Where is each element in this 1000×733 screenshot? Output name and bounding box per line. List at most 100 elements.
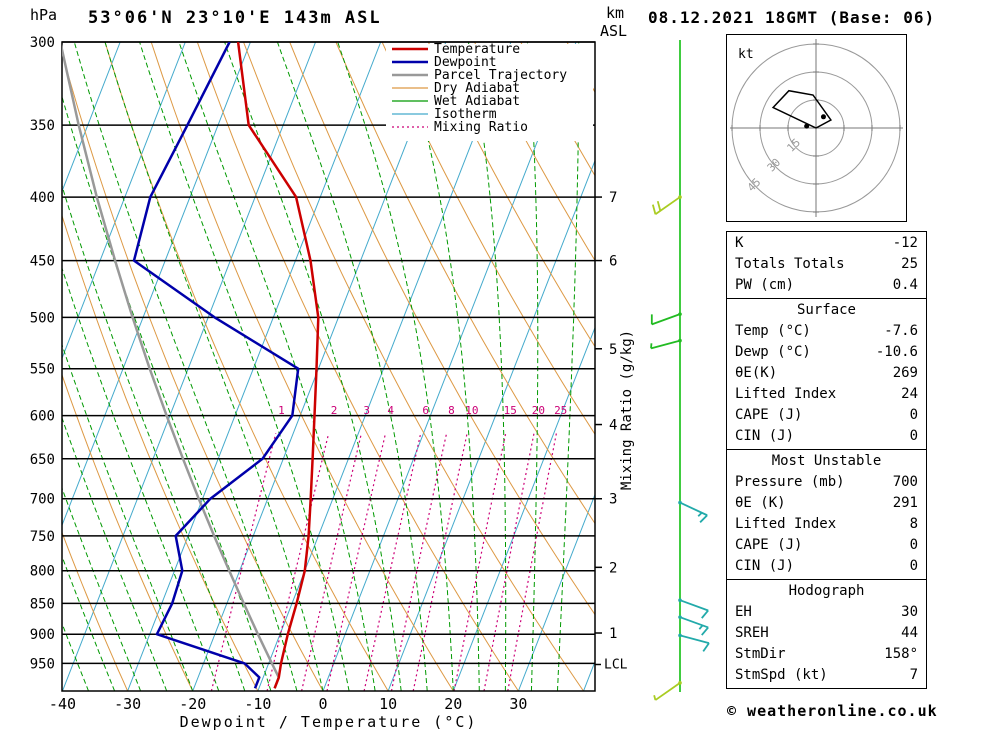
mixing-ratio-label: 3 <box>363 404 370 417</box>
pressure-tick-label: 350 <box>30 118 55 134</box>
stats-panel: Most Unstable Pressure (mb) 700 θE (K) 291 Li… <box>726 449 927 580</box>
stat-value: 8 <box>909 516 918 532</box>
panel-title: Surface <box>796 302 856 318</box>
stat-label: Dewp (°C) <box>735 344 811 360</box>
mixing-ratio-label: 15 <box>504 404 517 417</box>
temp-tick-label: -40 <box>49 695 76 713</box>
legend-label: Temperature <box>434 42 520 57</box>
stat-label: EH <box>735 604 752 620</box>
wind-barb <box>679 501 708 517</box>
wind-barb <box>679 634 710 645</box>
stat-value: 24 <box>901 386 918 402</box>
stat-row: Totals Totals 25 <box>727 254 926 275</box>
km-tick-label: 5 <box>609 342 617 358</box>
pressure-tick-label: 800 <box>30 564 55 580</box>
wind-barb <box>679 599 709 612</box>
hodograph-unit-label: kt <box>738 47 754 62</box>
stat-label: Pressure (mb) <box>735 474 845 490</box>
station-title: 53°06'N 23°10'E 143m ASL <box>88 8 382 28</box>
legend-label: Dry Adiabat <box>434 81 520 96</box>
km-tick-label: 4 <box>609 418 617 434</box>
stat-value: 44 <box>901 625 918 641</box>
mixing-ratio-label: 1 <box>278 404 285 417</box>
stat-label: CAPE (J) <box>735 407 803 423</box>
temp-tick-label: -20 <box>179 695 206 713</box>
stat-value: 700 <box>892 474 918 490</box>
stat-row: CIN (J) 0 <box>727 426 926 447</box>
stat-row: Lifted Index 24 <box>727 384 926 405</box>
stat-row: PW (cm) 0.4 <box>727 275 926 296</box>
mixing-ratio-label: 6 <box>422 404 429 417</box>
temp-tick-label: 20 <box>444 695 462 713</box>
stat-value: 25 <box>901 256 918 272</box>
km-tick-label: 1 <box>609 626 617 642</box>
parcel-trajectory-line <box>62 43 281 689</box>
stat-row: K -12 <box>727 233 926 254</box>
stat-label: CIN (J) <box>735 428 795 444</box>
stat-value: -10.6 <box>875 344 918 360</box>
mixing-ratio-label: 25 <box>554 404 567 417</box>
stat-value: 269 <box>892 365 918 381</box>
wind-barb <box>651 313 681 326</box>
pressure-tick-label: 950 <box>30 656 55 672</box>
pressure-tick-label: 400 <box>30 190 55 206</box>
right-panel: 15 30 45 kt K -12 Totals Totals 25 PW (cm) 0.4 Su… <box>725 0 1000 733</box>
pressure-tick-label: 900 <box>30 627 55 643</box>
stat-row: EH 30 <box>727 602 926 623</box>
pressure-unit-label: hPa <box>30 6 57 24</box>
stat-value: 0 <box>909 428 918 444</box>
stat-row: CIN (J) 0 <box>727 556 926 577</box>
stat-label: Temp (°C) <box>735 323 811 339</box>
wind-barb <box>650 339 681 350</box>
pressure-tick-label: 750 <box>30 529 55 545</box>
stat-label: SREH <box>735 625 769 641</box>
datetime-title: 08.12.2021 18GMT (Base: 06) <box>648 8 936 27</box>
km-tick-label: 2 <box>609 560 617 576</box>
mixing-ratio-label: 20 <box>532 404 545 417</box>
mixing-ratio-lines: 1 2 3 4 6 8 10 15 20 25 <box>210 404 567 691</box>
copyright: © weatheronline.co.uk <box>727 702 938 720</box>
temperature-line <box>236 42 320 689</box>
legend-label: Mixing Ratio <box>434 120 528 135</box>
pressure-tick-label: 850 <box>30 596 55 612</box>
stat-row: Dewp (°C) -10.6 <box>727 342 926 363</box>
stat-row: SREH 44 <box>727 623 926 644</box>
stats-panel: K -12 Totals Totals 25 PW (cm) 0.4 <box>726 231 927 299</box>
legend-label: Parcel Trajectory <box>434 68 567 83</box>
pressure-tick-label: 650 <box>30 452 55 468</box>
stat-row: StmDir 158° <box>727 644 926 665</box>
mixing-ratio-axis-label: Mixing Ratio (g/kg) <box>619 330 635 490</box>
stat-row: Temp (°C) -7.6 <box>727 321 926 342</box>
stat-value: 30 <box>901 604 918 620</box>
km-tick-label: 7 <box>609 190 617 206</box>
stat-row: θE (K) 291 <box>727 493 926 514</box>
panel-title: Hodograph <box>788 583 865 599</box>
stat-value: 7 <box>909 667 918 683</box>
stat-label: PW (cm) <box>735 277 795 293</box>
sounding-profiles <box>62 42 320 689</box>
x-axis-title: Dewpoint / Temperature (°C) <box>180 713 478 731</box>
mixing-ratio-label: 2 <box>331 404 338 417</box>
lcl-label: LCL <box>604 657 628 672</box>
dry-adiabat-lines <box>62 42 595 691</box>
pressure-tick-label: 500 <box>30 310 55 326</box>
stat-label: Lifted Index <box>735 516 837 532</box>
stat-value: 0 <box>909 407 918 423</box>
stat-value: 0.4 <box>892 277 918 293</box>
stat-value: 291 <box>892 495 918 511</box>
stat-row: StmSpd (kt) 7 <box>727 665 926 686</box>
wind-barb <box>654 682 681 701</box>
isotherm-lines <box>62 42 595 691</box>
wind-barb-column <box>650 40 710 701</box>
mixing-ratio-label: 4 <box>387 404 394 417</box>
dewpoint-line <box>132 42 300 689</box>
legend-label: Wet Adiabat <box>434 94 520 109</box>
pressure-tick-label: 450 <box>30 254 55 270</box>
pressure-tick-label: 300 <box>30 35 55 51</box>
stats-panel: Hodograph EH 30 SREH 44 StmDir 158° StmSpd (kt)… <box>726 579 927 689</box>
stat-row: θE(K) 269 <box>727 363 926 384</box>
mixing-ratio-label: 10 <box>465 404 478 417</box>
temp-tick-label: 10 <box>379 695 397 713</box>
stat-label: Lifted Index <box>735 386 837 402</box>
